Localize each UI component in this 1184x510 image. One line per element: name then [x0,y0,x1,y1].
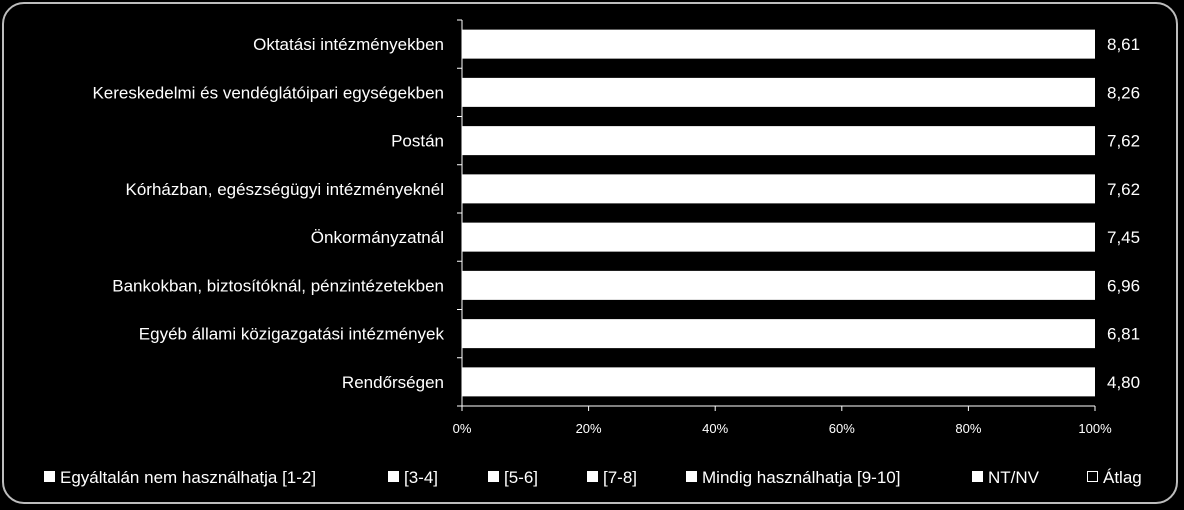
legend-swatch [1087,471,1098,482]
average-value-label: 7,62 [1107,132,1140,151]
legend-label: Egyáltalán nem használhatja [1-2] [60,468,316,487]
x-tick-label: 0% [453,421,472,436]
legend-swatch [388,471,399,482]
average-labels: 8,61 8,26 7,62 7,62 7,45 6,96 6,81 4,80 [1107,35,1140,392]
bar-segment [462,270,1095,300]
category-label: Önkormányzatnál [311,228,444,247]
legend-label: [7-8] [603,468,637,487]
bar-segment [462,319,1095,349]
category-label: Kórházban, egészségügyi intézményeknél [126,180,444,199]
legend-swatch [44,471,55,482]
bar-segment [462,222,1095,252]
legend-label: NT/NV [988,468,1040,487]
legend-swatch [686,471,697,482]
legend-label: [5-6] [504,468,538,487]
bar-segment [462,29,1095,59]
average-value-label: 6,81 [1107,325,1140,344]
category-label: Postán [391,132,444,151]
x-tick-label: 40% [702,421,728,436]
x-tick-label: 20% [576,421,602,436]
legend-label: Mindig használhatja [9-10] [702,468,900,487]
legend-label: Átlag [1103,468,1142,487]
x-tick-label: 100% [1078,421,1112,436]
average-value-label: 6,96 [1107,276,1140,295]
average-value-label: 4,80 [1107,373,1140,392]
legend-swatch [587,471,598,482]
legend: Egyáltalán nem használhatja [1-2] [3-4] [5… [44,468,1142,487]
legend-swatch [488,471,499,482]
legend-label: [3-4] [404,468,438,487]
category-label: Kereskedelmi és vendéglátóipari egységek… [92,83,444,102]
x-tick-label: 60% [829,421,855,436]
category-label: Oktatási intézményekben [253,35,444,54]
bar-segment [462,126,1095,156]
bar-segment [462,367,1095,397]
category-label: Rendőrségen [342,373,444,392]
bar-segment [462,77,1095,107]
category-labels: Oktatási intézményekben Kereskedelmi és v… [92,35,444,392]
average-value-label: 8,26 [1107,83,1140,102]
x-ticks: 0% 20% 40% 60% 80% 100% [453,406,1112,436]
bar-segment [462,174,1095,204]
x-tick-label: 80% [955,421,981,436]
category-label: Bankokban, biztosítóknál, pénzintézetekb… [112,276,444,295]
bars [462,29,1095,397]
category-label: Egyéb állami közigazgatási intézmények [139,325,445,344]
average-value-label: 7,45 [1107,228,1140,247]
average-value-label: 8,61 [1107,35,1140,54]
average-value-label: 7,62 [1107,180,1140,199]
legend-swatch [972,471,983,482]
